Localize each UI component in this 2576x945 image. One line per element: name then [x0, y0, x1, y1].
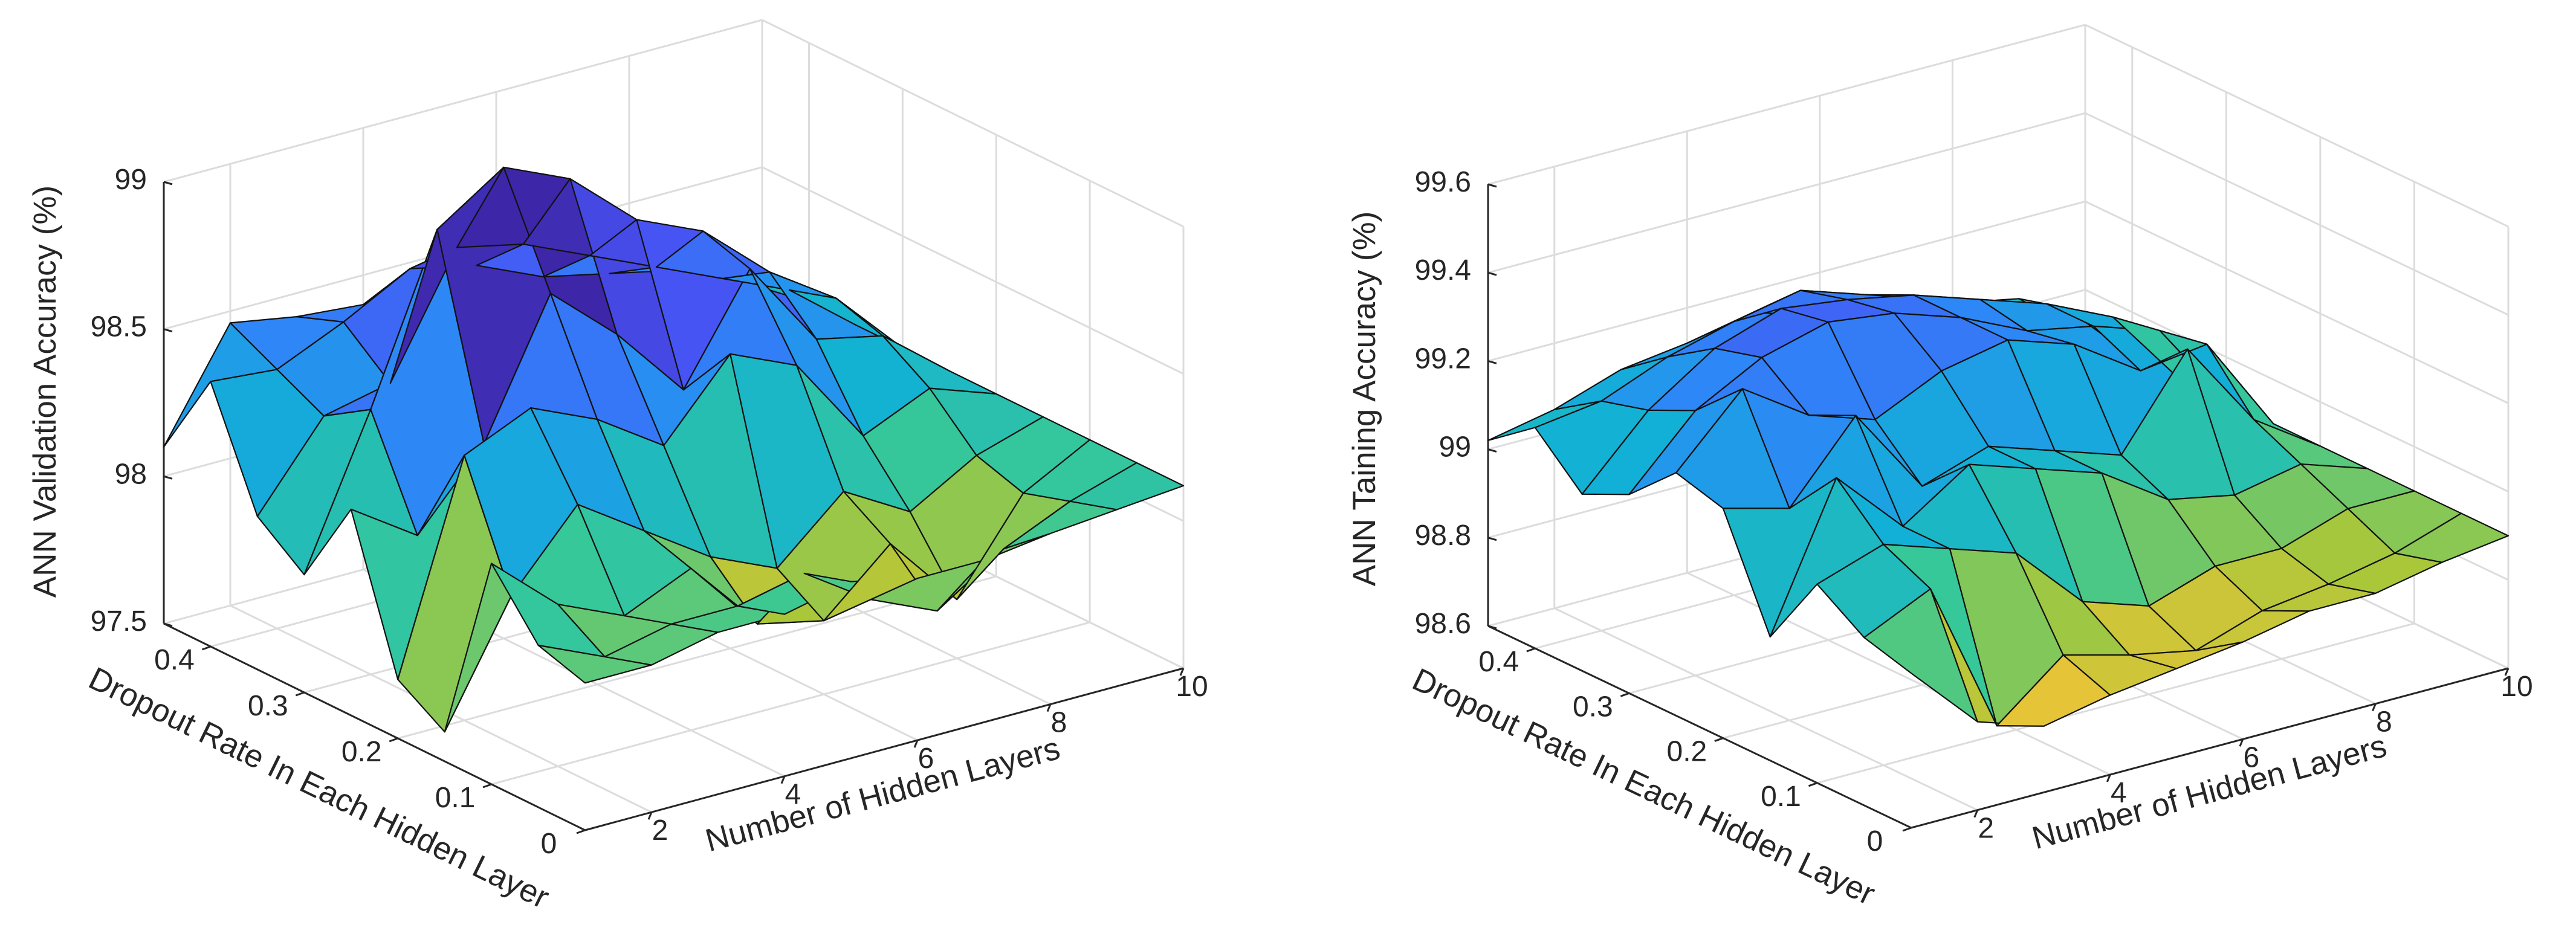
z-tick-mark — [1487, 183, 1497, 188]
z-tick-mark — [163, 622, 173, 627]
z-axis-label: ANN Validation Accuracy (%) — [27, 185, 63, 598]
y-tick-label: 0.4 — [1478, 646, 1519, 678]
x-tick-label: 4 — [785, 779, 801, 811]
y-tick-label: 0.3 — [248, 690, 288, 722]
z-tick-label: 99 — [115, 164, 147, 196]
x-tick-mark — [913, 740, 919, 748]
z-tick-mark — [1487, 537, 1497, 541]
z-tick-mark — [163, 475, 173, 480]
z-tick-mark — [1487, 271, 1497, 276]
x-tick-mark — [2239, 738, 2244, 747]
x-tick-label: 6 — [2244, 741, 2260, 773]
x-tick-mark — [780, 776, 786, 784]
y-tick-label: 0.1 — [1761, 781, 1801, 813]
y-tick-mark — [1902, 827, 1912, 832]
side-wall-grid-line — [2085, 289, 2509, 492]
x-tick-mark — [1179, 668, 1185, 676]
z-tick-mark — [163, 181, 173, 185]
x-tick-mark — [2106, 774, 2111, 782]
z-tick-label: 99.6 — [1415, 166, 1471, 198]
x-axis-line — [584, 667, 1184, 831]
z-axis-label: ANN Taining Accuracy (%) — [1347, 211, 1382, 587]
surface-patch — [1069, 462, 1185, 511]
y-tick-label: 0 — [541, 828, 557, 860]
y-tick-mark — [389, 737, 398, 743]
x-tick-label: 10 — [1176, 671, 1208, 703]
side-wall-grid-line — [762, 166, 1184, 375]
back-wall-grid-line — [163, 19, 763, 183]
y-tick-label: 0.2 — [1667, 736, 1707, 768]
x-tick-label: 6 — [918, 743, 934, 775]
x-tick-label: 2 — [652, 814, 668, 847]
back-wall-grid-line — [1487, 200, 2086, 362]
z-tick-label: 98 — [115, 458, 147, 490]
surface-patch — [2394, 512, 2510, 563]
y-tick-mark — [201, 645, 211, 651]
x-tick-mark — [647, 811, 653, 820]
surface — [1487, 289, 2510, 727]
y-tick-mark — [1620, 692, 1629, 697]
floor-grid-line — [1686, 572, 2111, 776]
y-tick-mark — [1808, 782, 1817, 787]
z-tick-label: 97.5 — [91, 605, 147, 637]
floor-grid-line — [1817, 622, 2415, 784]
z-tick-label: 98.5 — [91, 311, 147, 343]
z-tick-mark — [163, 328, 173, 333]
x-tick-mark — [2504, 668, 2510, 676]
y-tick-label: 0 — [1867, 825, 1883, 857]
y-tick-mark — [576, 829, 586, 834]
x-tick-mark — [2372, 703, 2377, 712]
side-wall-grid-line — [2085, 112, 2509, 316]
y-tick-mark — [482, 783, 492, 789]
y-tick-label: 0.2 — [341, 736, 382, 768]
z-tick-label: 99.4 — [1415, 254, 1471, 286]
z-tick-label: 99 — [1439, 431, 1471, 463]
x-tick-label: 8 — [1051, 707, 1067, 739]
z-tick-mark — [1487, 360, 1497, 364]
y-tick-label: 0.4 — [154, 644, 195, 676]
x-tick-mark — [1046, 703, 1052, 712]
y-axis-label: Dropout Rate In Each Hidden Layer — [1407, 662, 1880, 912]
x-tick-label: 10 — [2500, 671, 2532, 703]
y-tick-mark — [295, 691, 305, 697]
x-tick-label: 2 — [1978, 813, 1994, 845]
floor-grid-line — [1554, 607, 1978, 811]
y-tick-label: 0.1 — [435, 782, 476, 814]
floor-grid-line — [491, 621, 1090, 785]
side-wall-grid-line — [762, 19, 1184, 228]
y-axis-line — [163, 622, 586, 831]
y-tick-mark — [1526, 647, 1536, 653]
x-tick-label: 4 — [2111, 777, 2127, 809]
y-tick-mark — [1714, 737, 1724, 742]
chart-training-accuracy: 2 4 6 8 10 0 0.1 0.2 0.3 0.498.6 98.8 99 99.2 99.4 99.… — [1347, 24, 2533, 912]
z-tick-label: 99.2 — [1415, 343, 1471, 375]
y-tick-label: 0.3 — [1573, 691, 1613, 723]
side-wall-grid-line — [2085, 201, 2509, 404]
z-tick-mark — [1487, 448, 1497, 453]
x-axis-line — [1911, 667, 2509, 829]
back-wall-grid-line — [1487, 24, 2086, 185]
z-tick-label: 98.8 — [1415, 520, 1471, 552]
y-axis-line — [1487, 625, 1912, 829]
side-wall-grid-line — [2085, 24, 2509, 228]
back-wall-grid-line — [1487, 112, 2086, 274]
x-tick-mark — [1973, 810, 1979, 818]
z-tick-mark — [1487, 625, 1497, 630]
x-tick-label: 8 — [2376, 706, 2392, 738]
z-tick-label: 98.6 — [1415, 608, 1471, 640]
surface — [163, 166, 1185, 733]
